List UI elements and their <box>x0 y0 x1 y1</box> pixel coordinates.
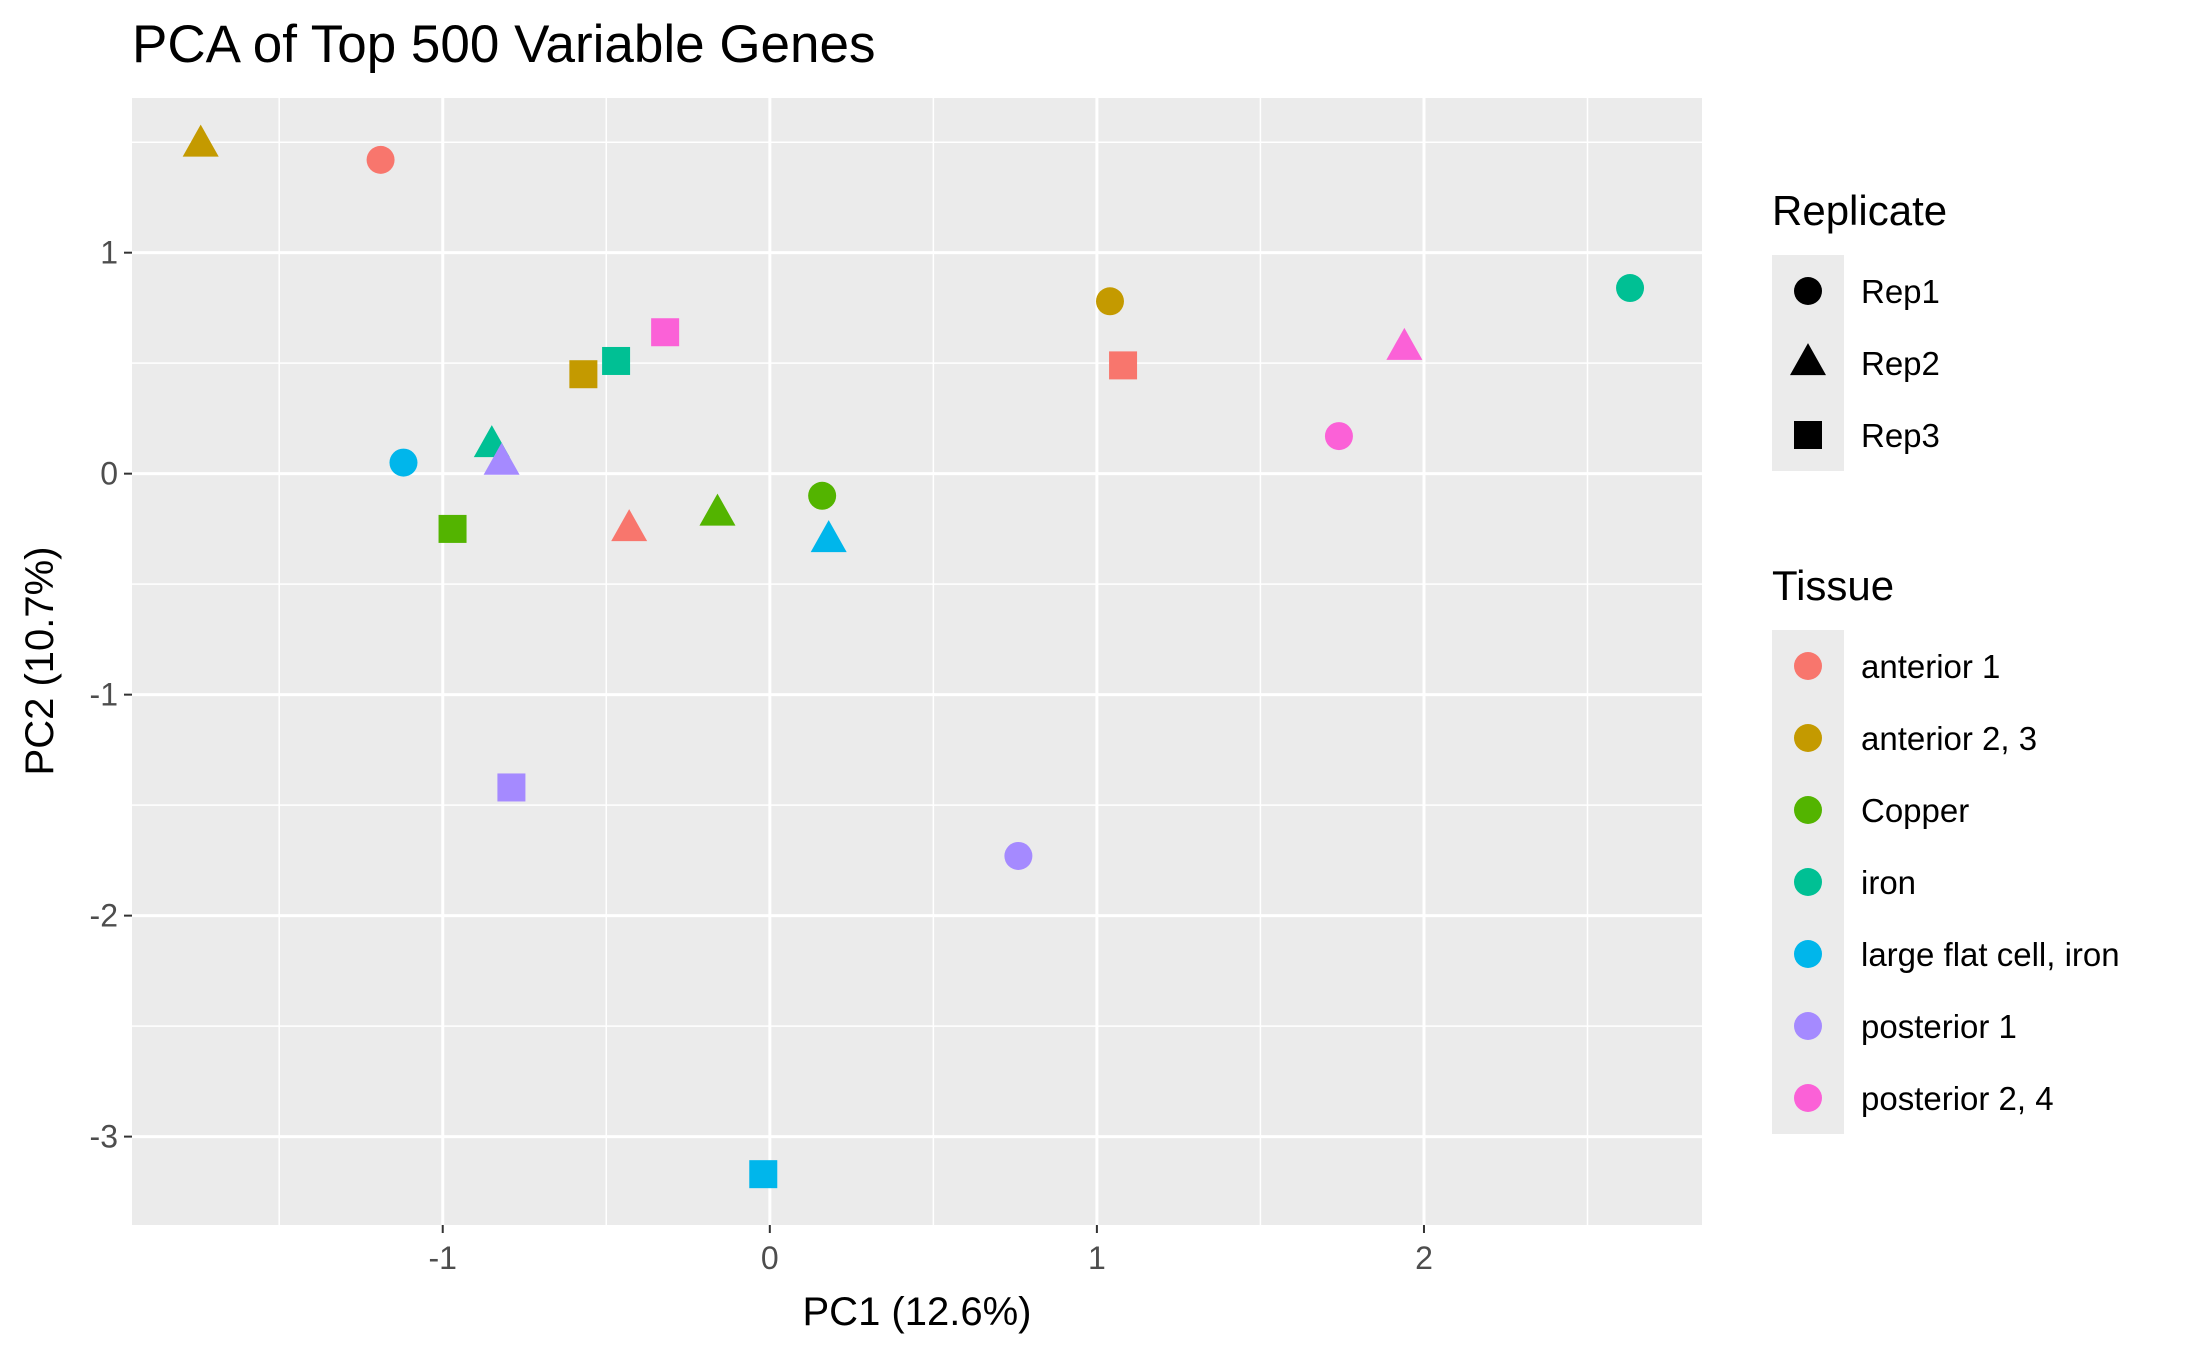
data-point <box>651 318 680 347</box>
legend-key-square <box>1794 421 1822 449</box>
chart-title: PCA of Top 500 Variable Genes <box>132 15 875 74</box>
legend-tissue-label: anterior 2, 3 <box>1861 720 2037 757</box>
y-tick-label: -3 <box>90 1119 118 1155</box>
legend-key-triangle <box>1790 343 1826 376</box>
grid-major <box>132 98 1702 1225</box>
legend-replicate-label: Rep3 <box>1861 417 1940 454</box>
y-tick-label: 0 <box>100 456 118 492</box>
plot-panel <box>132 98 1702 1225</box>
data-point <box>1095 287 1124 316</box>
data-point <box>810 520 847 553</box>
legend-key-circle <box>1794 277 1822 305</box>
legend-key-tissue <box>1794 1084 1822 1112</box>
data-point <box>699 493 736 526</box>
legend-replicate: Replicate Rep1 Rep2 Rep3 <box>1772 187 1947 471</box>
data-point <box>1616 274 1645 303</box>
legend-tissue-label: anterior 1 <box>1861 648 2000 685</box>
legend-tissue-label: posterior 2, 4 <box>1861 1080 2054 1117</box>
legend-replicate-title: Replicate <box>1772 187 1947 234</box>
legend-tissue-label: iron <box>1861 864 1916 901</box>
x-tick-label: 0 <box>761 1240 779 1276</box>
x-axis-title: PC1 (12.6%) <box>803 1290 1032 1334</box>
legend-key-tissue <box>1794 724 1822 752</box>
data-point <box>438 514 467 543</box>
data-point <box>497 773 526 802</box>
legend-replicate-label: Rep1 <box>1861 273 1940 310</box>
data-point <box>483 442 520 475</box>
legend-tissue-label: Copper <box>1861 792 1969 829</box>
y-axis-ticks: -3 -2 -1 0 1 <box>90 235 132 1155</box>
legend-key-tissue <box>1794 1012 1822 1040</box>
legend-tissue: Tissue anterior 1 anterior 2, 3 Copper iron… <box>1772 562 2120 1134</box>
legend-key-tissue <box>1794 796 1822 824</box>
legend-replicate-label: Rep2 <box>1861 345 1940 382</box>
data-point <box>569 360 598 389</box>
legend-tissue-label: posterior 1 <box>1861 1008 2017 1045</box>
data-points <box>182 124 1645 1189</box>
data-point <box>1386 327 1423 360</box>
y-tick-label: -2 <box>90 898 118 934</box>
data-point <box>1004 841 1033 870</box>
data-point <box>389 448 418 477</box>
x-axis-ticks: -1 0 1 2 <box>429 1225 1433 1276</box>
legend-tissue-label: large flat cell, iron <box>1861 936 2120 973</box>
y-tick-label: -1 <box>90 677 118 713</box>
y-tick-label: 1 <box>100 235 118 271</box>
y-axis-title: PC2 (10.7%) <box>18 547 62 776</box>
x-tick-label: -1 <box>429 1240 457 1276</box>
data-point <box>602 346 631 375</box>
x-tick-label: 2 <box>1415 1240 1433 1276</box>
data-point <box>808 481 837 510</box>
legend-key-tissue <box>1794 940 1822 968</box>
grid-minor <box>132 98 1702 1225</box>
legend-key-tissue <box>1794 652 1822 680</box>
legend-tissue-title: Tissue <box>1772 562 1894 609</box>
data-point <box>749 1160 778 1189</box>
data-point <box>1324 422 1353 451</box>
x-tick-label: 1 <box>1088 1240 1106 1276</box>
data-point <box>366 145 395 174</box>
data-point <box>611 509 648 542</box>
data-point <box>182 124 219 157</box>
data-point <box>1109 351 1138 380</box>
legend-key-tissue <box>1794 868 1822 896</box>
